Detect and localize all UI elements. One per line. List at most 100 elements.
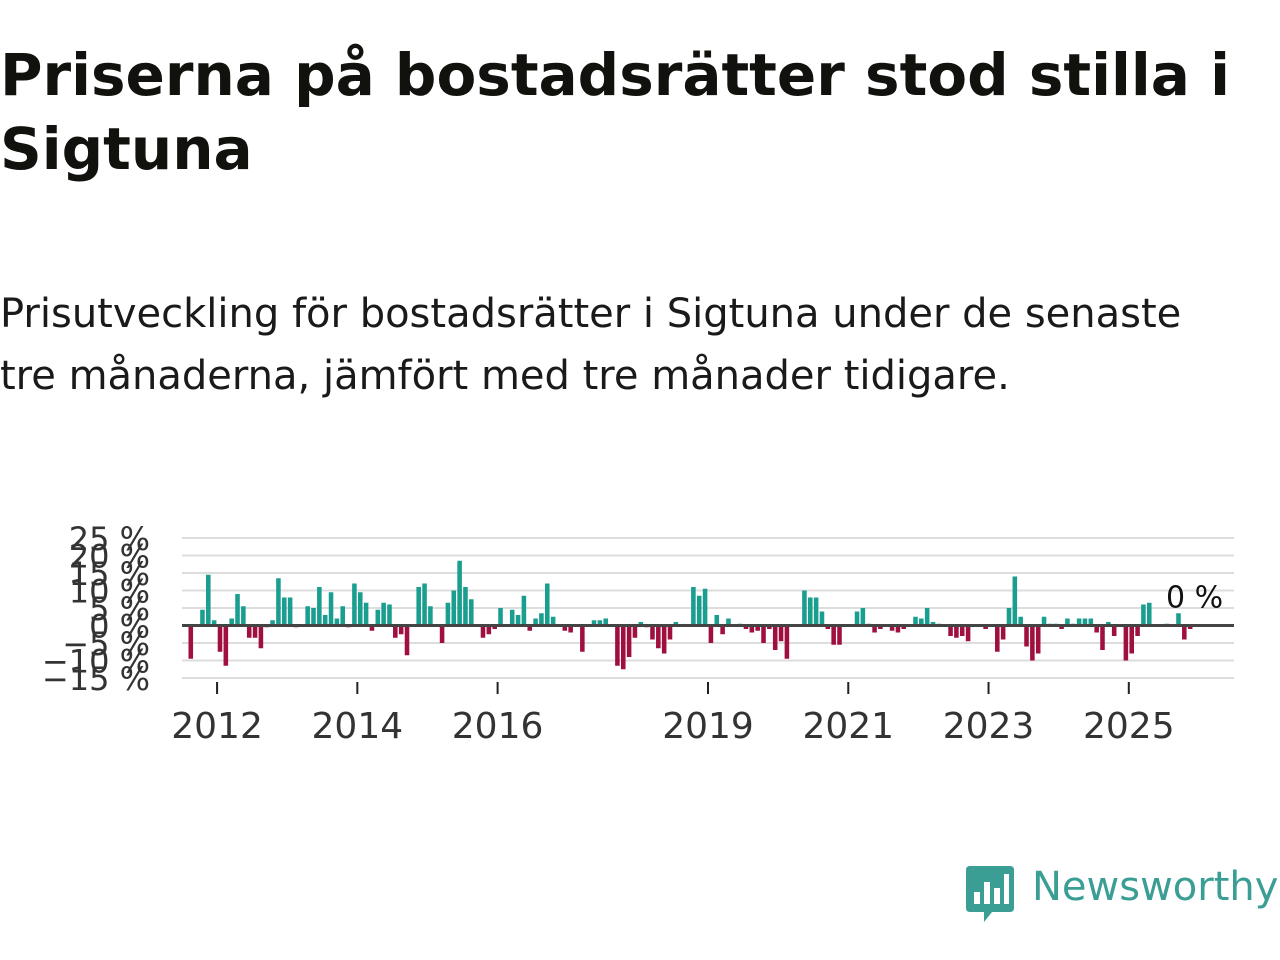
bar xyxy=(632,625,638,638)
bar xyxy=(784,625,790,659)
bar xyxy=(1041,616,1047,626)
bar xyxy=(714,615,720,626)
bar xyxy=(813,597,819,626)
bar xyxy=(369,625,375,631)
bar xyxy=(241,606,246,626)
bar xyxy=(1018,616,1023,626)
bar xyxy=(533,618,538,626)
bar xyxy=(486,625,492,635)
y-tick-label: 25 % xyxy=(69,520,150,558)
bar xyxy=(200,609,205,626)
bar-chart: −15 %−10 %−5 %0 %5 %10 %15 %20 %25 % 201… xyxy=(42,520,1234,747)
bar xyxy=(282,597,287,626)
y-tick-label: −10 % xyxy=(42,643,150,681)
bar xyxy=(860,608,866,626)
y-axis-labels: −15 %−10 %−5 %0 %5 %10 %15 %20 %25 % xyxy=(42,520,150,698)
bar xyxy=(352,583,357,626)
bar xyxy=(562,625,568,631)
bar xyxy=(404,625,410,656)
bar xyxy=(1135,625,1140,636)
bar xyxy=(539,613,544,626)
bar xyxy=(457,560,462,626)
bar xyxy=(691,587,696,626)
bar xyxy=(661,625,667,654)
bar xyxy=(930,622,936,626)
bar xyxy=(393,625,398,638)
bar xyxy=(965,625,971,642)
bar xyxy=(217,625,223,652)
bar xyxy=(252,625,258,638)
bar xyxy=(778,625,784,642)
bar xyxy=(708,625,714,643)
bar xyxy=(901,625,907,629)
chart-title: Priserna på bostadsrätter stod stilla i … xyxy=(0,41,1230,183)
bar xyxy=(656,625,661,649)
bar xyxy=(878,625,883,629)
bar xyxy=(439,625,445,643)
bar xyxy=(743,625,749,629)
bar xyxy=(1100,625,1105,650)
bar xyxy=(959,625,965,636)
bar xyxy=(954,625,959,638)
x-tick-label: 2016 xyxy=(452,706,544,747)
chart-subtitle: Prisutveckling för bostadsrätter i Sigtu… xyxy=(0,291,1182,399)
bar xyxy=(521,595,527,626)
bar xyxy=(872,625,877,633)
bar xyxy=(913,616,918,626)
bar xyxy=(206,574,211,626)
y-tick-label: 15 % xyxy=(69,555,150,593)
bar xyxy=(615,625,620,666)
y-tick-label: 0 % xyxy=(89,608,150,646)
bar xyxy=(1182,625,1187,640)
bar xyxy=(1129,625,1134,654)
bar xyxy=(1094,625,1099,633)
bar xyxy=(1076,618,1082,626)
bar xyxy=(755,625,760,631)
bar xyxy=(1141,604,1146,626)
bar xyxy=(305,606,310,626)
bar xyxy=(620,625,626,670)
brand-name: Newsworthy xyxy=(1032,864,1279,910)
y-tick-label: −5 % xyxy=(62,625,150,663)
bar xyxy=(1187,625,1193,629)
bar xyxy=(1006,608,1012,626)
bar xyxy=(270,620,275,626)
bar xyxy=(761,625,766,643)
bar xyxy=(311,608,316,626)
bar xyxy=(334,618,340,626)
bar xyxy=(837,625,842,645)
bar xyxy=(1030,625,1035,661)
bar xyxy=(328,592,334,626)
bar xyxy=(1065,618,1070,626)
x-tick-label: 2019 xyxy=(662,706,754,747)
bar xyxy=(322,615,328,626)
bar xyxy=(603,618,608,626)
bar xyxy=(287,597,293,626)
bar xyxy=(638,622,644,626)
y-tick-label: −15 % xyxy=(42,660,150,698)
newsworthy-logo[interactable]: Newsworthy xyxy=(962,862,1279,926)
last-value-annotation: 0 % xyxy=(1166,581,1223,616)
bar xyxy=(919,618,924,626)
bar xyxy=(317,587,322,626)
bar xyxy=(550,616,556,626)
bar xyxy=(726,618,731,626)
y-tick-label: 10 % xyxy=(69,573,150,611)
bar xyxy=(895,625,901,633)
bar xyxy=(480,625,486,638)
bar xyxy=(498,608,503,626)
x-axis: 2012 2014 2016 2019 2021 2023 2025 xyxy=(171,682,1175,747)
bar xyxy=(650,625,655,640)
bar xyxy=(223,625,229,666)
bar xyxy=(363,602,369,626)
bar xyxy=(276,578,281,626)
bar xyxy=(1024,625,1029,647)
bar xyxy=(492,625,497,629)
bar xyxy=(889,625,895,631)
bar xyxy=(854,611,860,626)
bar xyxy=(422,583,427,626)
bar xyxy=(258,625,264,649)
bar xyxy=(515,615,521,626)
bar xyxy=(545,583,550,626)
gridlines xyxy=(182,537,1234,679)
